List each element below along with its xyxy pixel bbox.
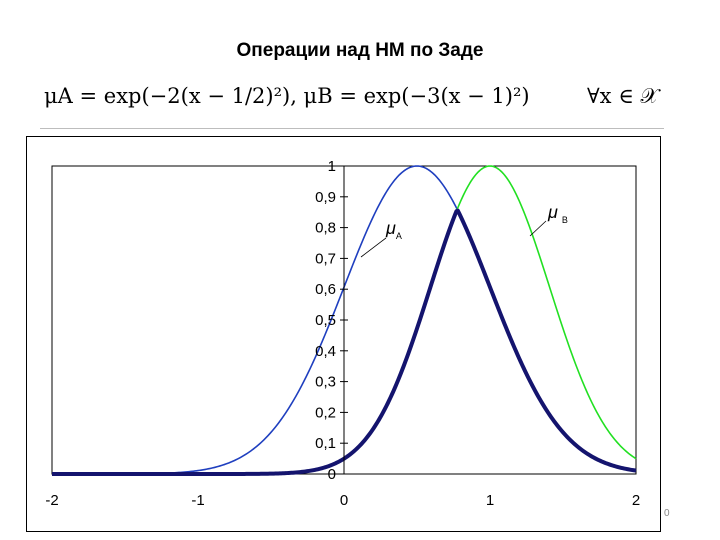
membership-formula: μA = exp(−2(x − 1/2)²), μB = exp(−3(x − … [44, 84, 530, 108]
y-tick-label: 0,8 [315, 220, 336, 237]
y-tick-label: 0,1 [315, 435, 336, 452]
formula: μA = exp(−2(x − 1/2)²), μB = exp(−3(x − … [40, 80, 700, 120]
universe-quantifier: ∀x ∈ 𝒳 [587, 84, 659, 108]
y-tick-label: 1 [328, 158, 336, 175]
divider [40, 128, 664, 129]
chart-frame [26, 136, 661, 532]
y-tick-label: 0,5 [315, 312, 336, 329]
page-number: 0 [664, 508, 670, 519]
x-tick-label: 1 [486, 492, 494, 509]
x-tick-label: -1 [191, 492, 204, 509]
y-tick-label: 0,7 [315, 250, 336, 267]
y-tick-label: 0,3 [315, 374, 336, 391]
label-leader-mu-b [529, 220, 547, 237]
x-tick-label: 2 [632, 492, 640, 509]
y-tick-label: 0,9 [315, 189, 336, 206]
label-leader-mu-a [360, 237, 387, 258]
x-tick-label: -2 [45, 492, 58, 509]
y-tick-label: 0 [328, 466, 336, 483]
y-tick-label: 0,6 [315, 281, 336, 298]
y-tick-label: 0,2 [315, 404, 336, 421]
y-axis: 0 0,1 0,2 0,3 0,4 0,5 0,6 0,7 0,8 0,9 1 [315, 158, 348, 483]
y-tick-label: 0,4 [315, 343, 336, 360]
slide-title: Операции над НМ по Заде [236, 40, 484, 61]
x-axis: -2 -1 0 1 2 [45, 492, 640, 509]
x-tick-label: 0 [340, 492, 348, 509]
